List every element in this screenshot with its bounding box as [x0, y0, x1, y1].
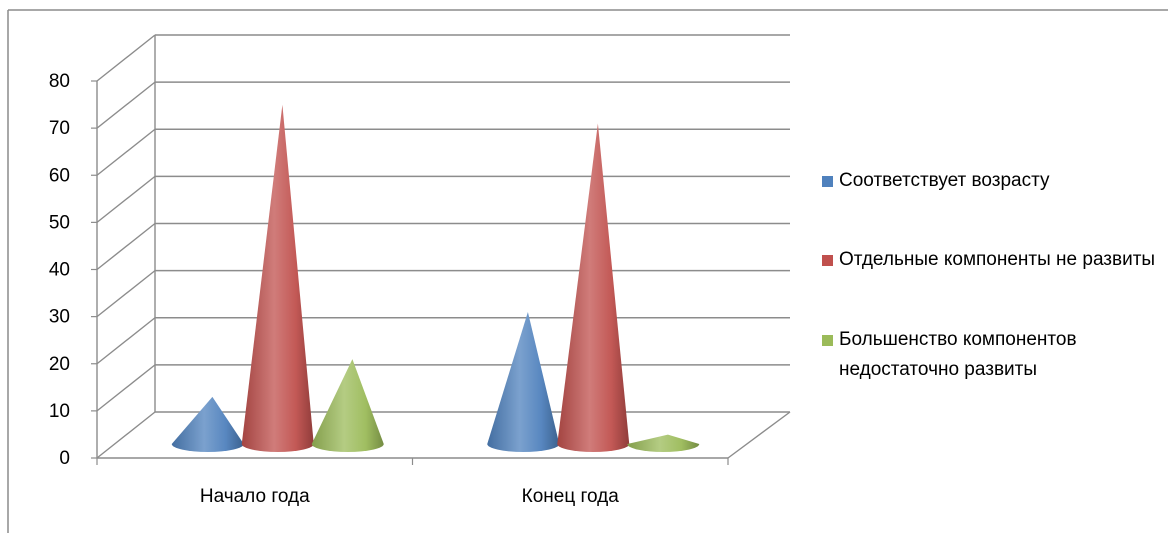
cone-mark: [171, 396, 244, 452]
gridline-side: [96, 411, 156, 459]
cone-body: [241, 104, 314, 452]
y-tick-label: 30: [49, 307, 70, 328]
cone-body: [627, 434, 700, 452]
cone-mark: [557, 123, 630, 452]
legend-label: Соответствует возрасту: [839, 170, 1050, 191]
x-category-label: Конец года: [522, 486, 620, 507]
legend-swatch-blue: [822, 176, 833, 187]
legend-item-series-2: Отдельные компоненты не развиты: [822, 245, 1159, 275]
legend-label: Отдельные компоненты не развиты: [839, 249, 1156, 270]
gridline-side: [96, 317, 156, 365]
cone-body: [557, 123, 630, 452]
gridline-side: [96, 81, 156, 129]
gridline-side: [96, 270, 156, 318]
y-tick-label: 50: [49, 212, 70, 233]
cone-mark: [627, 434, 700, 452]
legend-label: Большенство компонентов недостаточно раз…: [839, 329, 1077, 380]
cone-body: [171, 396, 244, 452]
gridline-side: [96, 34, 156, 82]
y-tick-label: 20: [49, 354, 70, 375]
floor-edge: [727, 411, 791, 459]
y-tick-label: 10: [49, 401, 70, 422]
gridline-side: [96, 128, 156, 176]
x-category-label: Начало года: [200, 486, 310, 507]
axes: [91, 35, 791, 465]
cone-body: [311, 359, 384, 452]
data-cones: [171, 104, 700, 452]
cone-mark: [487, 312, 560, 452]
legend-item-series-3: Большенство компонентов недостаточно раз…: [822, 325, 1159, 385]
y-tick-label: 70: [49, 118, 70, 139]
gridline-side: [96, 222, 156, 271]
gridlines: [96, 34, 790, 459]
cone-body: [487, 312, 560, 452]
y-tick-label: 60: [49, 165, 70, 186]
cone-mark: [241, 104, 314, 452]
legend-swatch-red: [822, 255, 833, 266]
cone-mark: [311, 359, 384, 452]
y-tick-label: 80: [49, 71, 70, 92]
gridline-side: [96, 175, 156, 223]
legend-item-series-1: Соответствует возрасту: [822, 166, 1159, 196]
x-axis-category-labels: Начало года Конец года: [200, 486, 619, 507]
y-tick-label: 0: [59, 448, 70, 469]
y-axis-tick-labels: 0 10 20 30 40 50 60 70 80: [49, 71, 70, 469]
gridline-side: [96, 364, 156, 412]
legend-swatch-green: [822, 335, 833, 346]
y-tick-label: 40: [49, 260, 70, 281]
